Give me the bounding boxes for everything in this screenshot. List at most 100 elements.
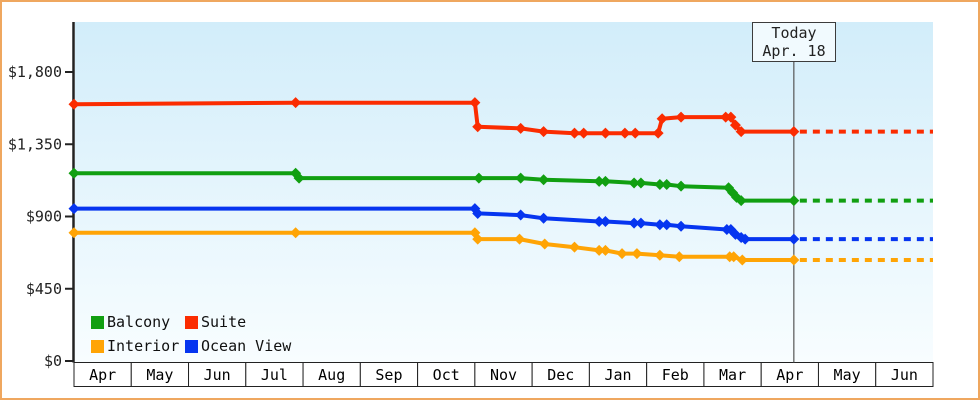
data-point-marker[interactable] (654, 249, 666, 261)
data-point-marker[interactable] (539, 238, 551, 250)
data-point-marker[interactable] (515, 122, 527, 134)
data-point-marker[interactable] (472, 207, 484, 219)
data-point-marker[interactable] (538, 174, 550, 186)
data-point-marker[interactable] (675, 180, 687, 192)
month-label: Aug (318, 366, 345, 384)
month-cell (73, 362, 132, 387)
data-point-marker[interactable] (635, 177, 647, 189)
data-point-marker[interactable] (628, 217, 640, 229)
data-point-marker[interactable] (538, 212, 550, 224)
month-label: Apr (89, 366, 116, 384)
data-point-marker[interactable] (290, 227, 302, 239)
data-point-marker[interactable] (673, 251, 685, 263)
data-point-marker[interactable] (515, 172, 527, 184)
month-cell (646, 362, 705, 387)
suite-swatch-icon (185, 315, 198, 329)
data-point-marker[interactable] (593, 244, 605, 256)
month-label: Jul (261, 366, 288, 384)
plot-background (75, 22, 933, 362)
data-point-marker[interactable] (788, 233, 800, 245)
month-label: Oct (433, 366, 460, 384)
legend-label: Ocean View (201, 337, 292, 355)
data-point-marker[interactable] (569, 127, 581, 139)
month-label: Mar (719, 366, 746, 384)
month-label: Jun (891, 366, 918, 384)
month-cell (817, 362, 877, 387)
data-point-marker[interactable] (593, 175, 605, 187)
data-point-marker[interactable] (656, 113, 668, 125)
data-point-marker[interactable] (788, 195, 800, 207)
data-point-marker[interactable] (578, 127, 590, 139)
month-cell (188, 362, 247, 387)
data-point-marker[interactable] (654, 179, 666, 191)
data-point-marker[interactable] (515, 209, 527, 221)
ocean-view-swatch-icon (185, 339, 198, 353)
data-point-marker[interactable] (619, 127, 631, 139)
data-point-marker[interactable] (675, 220, 687, 232)
data-point-marker[interactable] (68, 167, 80, 179)
data-point-marker[interactable] (631, 248, 643, 260)
month-label: Jan (604, 366, 631, 384)
data-point-marker[interactable] (469, 97, 481, 109)
data-point-marker[interactable] (788, 126, 800, 138)
data-point-marker[interactable] (514, 233, 526, 245)
today-flag-date: Apr. 18 (762, 42, 826, 60)
month-cell (875, 362, 934, 387)
y-axis-label: $1,800 (8, 63, 62, 81)
y-axis-label: $900 (26, 208, 62, 226)
data-point-marker[interactable] (739, 233, 751, 245)
month-label: May (146, 366, 173, 384)
data-point-marker[interactable] (661, 179, 673, 191)
data-point-marker[interactable] (675, 111, 687, 123)
y-axis-label: $0 (44, 352, 62, 370)
month-cell (588, 362, 648, 387)
data-point-marker[interactable] (728, 251, 740, 263)
chart-legend: Balcony Suite Interior Ocean View (91, 313, 291, 355)
data-point-marker[interactable] (538, 126, 550, 138)
data-point-marker[interactable] (735, 195, 747, 207)
data-point-marker[interactable] (599, 175, 611, 187)
month-cell (417, 362, 476, 387)
month-label: Dec (547, 366, 574, 384)
data-point-marker[interactable] (593, 215, 605, 227)
data-point-marker[interactable] (472, 121, 484, 133)
month-label: Feb (662, 366, 689, 384)
data-point-marker[interactable] (290, 97, 302, 109)
month-label: May (834, 366, 861, 384)
month-label: Sep (375, 366, 402, 384)
legend-label: Balcony (107, 313, 171, 331)
data-point-marker[interactable] (473, 172, 485, 184)
data-point-marker[interactable] (68, 203, 80, 215)
data-point-marker[interactable] (472, 233, 484, 245)
data-point-marker[interactable] (599, 127, 611, 139)
data-point-marker[interactable] (736, 254, 748, 266)
data-point-marker[interactable] (635, 217, 647, 229)
legend-item-balcony: Balcony (91, 313, 185, 331)
month-cell (474, 362, 533, 387)
data-point-marker[interactable] (735, 126, 747, 138)
data-point-marker[interactable] (729, 119, 741, 131)
today-flag-line1: Today (771, 24, 817, 42)
data-point-marker[interactable] (569, 241, 581, 253)
legend-label: Suite (201, 313, 247, 331)
data-point-marker[interactable] (293, 172, 305, 184)
interior-swatch-icon (91, 339, 104, 353)
data-point-marker[interactable] (652, 127, 664, 139)
legend-label: Interior (107, 337, 180, 355)
data-point-marker[interactable] (68, 98, 80, 110)
data-point-marker[interactable] (654, 219, 666, 231)
data-point-marker[interactable] (628, 177, 640, 189)
data-point-marker[interactable] (616, 248, 628, 260)
data-point-marker[interactable] (629, 127, 641, 139)
month-label: Nov (490, 366, 517, 384)
data-point-marker[interactable] (725, 111, 737, 123)
data-point-marker[interactable] (788, 254, 800, 266)
data-point-marker[interactable] (68, 227, 80, 239)
data-point-marker[interactable] (599, 244, 611, 256)
month-cell (531, 362, 590, 387)
data-point-marker[interactable] (599, 215, 611, 227)
y-axis-label: $1,350 (8, 135, 62, 153)
data-point-marker[interactable] (661, 219, 673, 231)
